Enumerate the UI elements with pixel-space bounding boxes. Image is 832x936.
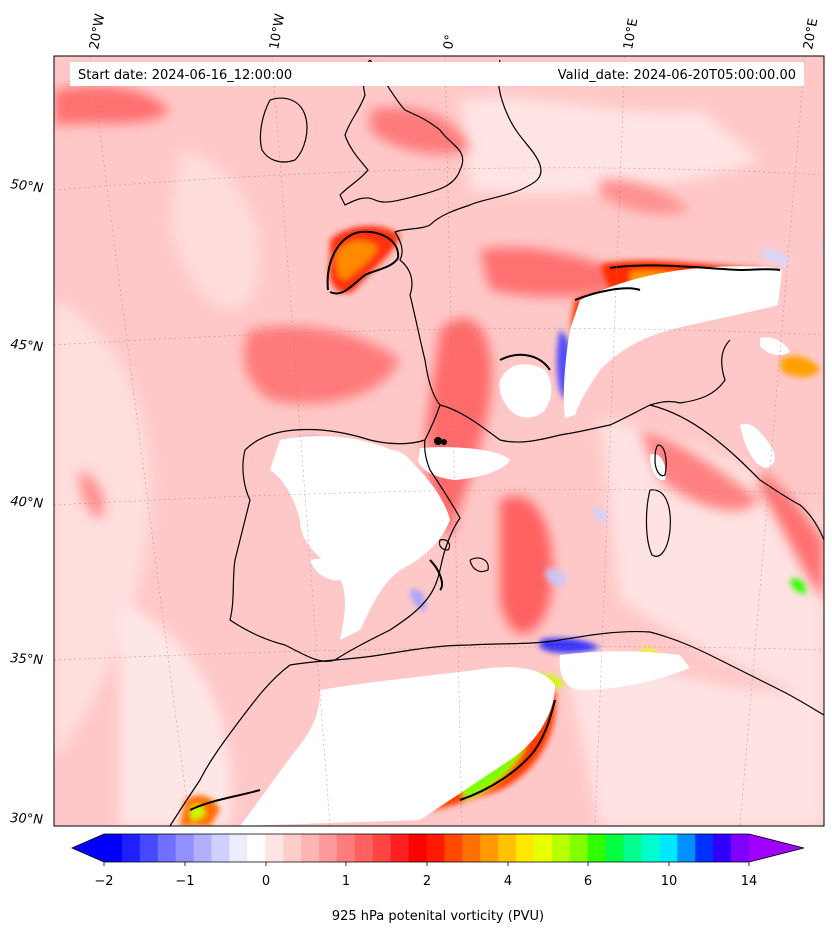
colorbar-extend-low	[72, 834, 104, 862]
colorbar-segment	[731, 834, 750, 862]
colorbar-extend-high	[749, 834, 804, 862]
lat-label-40n: 40°N	[10, 494, 44, 512]
cb-tick-10: 10	[661, 874, 678, 889]
lat-label-35n: 35°N	[10, 651, 44, 668]
colorbar-segment	[695, 834, 714, 862]
lat-labels: 50°N 45°N 40°N 35°N 30°N	[9, 177, 44, 828]
colorbar-segment	[193, 834, 212, 862]
colorbar-segment	[605, 834, 625, 862]
lon-labels: 20°W 10°W 0° 10°E 20°E	[87, 13, 821, 51]
colorbar-segment	[516, 834, 535, 862]
lat-label-50n: 50°N	[9, 177, 44, 196]
colorbar-segment	[283, 834, 302, 862]
cb-tick-4: 4	[504, 874, 512, 889]
coastlines	[169, 59, 824, 826]
pv-field	[54, 56, 824, 826]
cb-tick-14: 14	[741, 874, 758, 889]
colorbar-segment	[480, 834, 499, 862]
colorbar-segment	[587, 834, 607, 862]
colorbar-segment	[175, 834, 195, 862]
colorbar-segment	[498, 834, 517, 862]
colorbar-segment	[569, 834, 589, 862]
colorbar-segment	[408, 834, 427, 862]
pv-2-contours	[189, 230, 781, 811]
lat-label-45n: 45°N	[10, 337, 44, 355]
colorbar-segment	[534, 834, 553, 862]
colorbar-segment	[659, 834, 678, 862]
lon-label-0: 0°	[441, 34, 458, 51]
cb-tick-6: 6	[584, 874, 592, 889]
cb-tick-1: 1	[342, 874, 350, 889]
colorbar-segment	[551, 834, 571, 862]
colorbar-segment	[462, 834, 481, 862]
lon-label-20e: 20°E	[801, 17, 821, 50]
colorbar-segment	[390, 834, 410, 862]
colorbar-segment	[319, 834, 338, 862]
colorbar-segment	[354, 834, 374, 862]
colorbar-segment	[677, 834, 696, 862]
colorbar-segment	[372, 834, 392, 862]
colorbar-ticks: −2 −1 0 1 2 4 6 10 14	[94, 874, 757, 889]
colorbar-segment	[157, 834, 177, 862]
lon-label-20w: 20°W	[87, 13, 108, 51]
valid-date-text: Valid_date: 2024-06-20T05:00:00.00	[558, 68, 796, 83]
colorbar-segment	[623, 834, 642, 862]
start-date-text: Start date: 2024-06-16_12:00:00	[78, 68, 292, 83]
colorbar-segment	[104, 834, 123, 862]
lon-label-10w: 10°W	[267, 13, 288, 51]
masked-terrain-regions	[240, 266, 790, 826]
cb-tick-2: 2	[423, 874, 431, 889]
cb-tick-0: 0	[262, 874, 270, 889]
colorbar-segment	[444, 834, 463, 862]
lon-label-10e: 10°E	[621, 17, 641, 50]
colorbar-label: 925 hPa potenital vorticity (PVU)	[332, 909, 544, 924]
colorbar-segment	[301, 834, 320, 862]
graticule	[54, 56, 824, 826]
colorbar-segment	[139, 834, 159, 862]
colorbar-segment	[121, 834, 141, 862]
colorbar	[71, 833, 805, 866]
colorbar-segment	[713, 834, 732, 862]
colorbar-segment	[229, 834, 248, 862]
colorbar-segment	[641, 834, 660, 862]
colorbar-segment	[426, 834, 445, 862]
colorbar-segment	[247, 834, 266, 862]
lat-label-30n: 30°N	[10, 811, 44, 828]
colorbar-segment	[336, 834, 356, 862]
colorbar-segment	[211, 834, 230, 862]
map-frame	[53, 55, 825, 827]
info-box	[70, 62, 804, 86]
colorbar-segment	[265, 834, 284, 862]
cb-tick-m1: −1	[175, 874, 194, 889]
cb-tick-m2: −2	[94, 874, 113, 889]
